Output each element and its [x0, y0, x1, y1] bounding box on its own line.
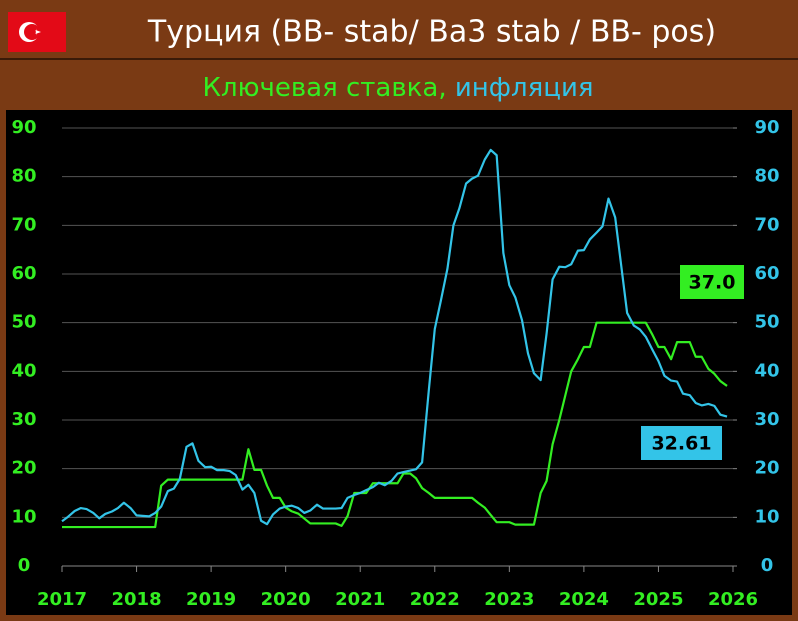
y2-tick-label: 40: [754, 360, 779, 381]
x-tick-label: 2018: [112, 589, 162, 610]
y-tick-label: 50: [11, 312, 36, 333]
flag: [8, 12, 66, 52]
y-tick-label: 0: [18, 555, 31, 576]
annotation-box: [680, 265, 744, 299]
y-tick-label: 10: [11, 506, 36, 527]
x-tick-label: 2021: [335, 589, 385, 610]
y-tick-label: 70: [11, 214, 36, 235]
subtitle-inflation: инфляция: [455, 73, 594, 103]
annotation-label: 37.0: [689, 272, 736, 294]
y2-tick-label: 10: [754, 506, 779, 527]
y2-tick-label: 30: [754, 409, 779, 430]
y-tick-label: 80: [11, 166, 36, 187]
x-tick-label: 2019: [186, 589, 236, 610]
series-line: [61, 148, 728, 526]
y2-tick-label: 70: [754, 214, 779, 235]
subtitle-rate: Ключевая ставка,: [203, 73, 447, 103]
x-tick-label: 2025: [633, 589, 683, 610]
x-tick-label: 2017: [37, 589, 87, 610]
y2-tick-label: 90: [754, 117, 779, 138]
series-line: [62, 321, 728, 529]
plot-background: [6, 110, 792, 615]
y-tick-label: 60: [11, 263, 36, 284]
y2-tick-label: 80: [754, 166, 779, 187]
y-tick-label: 20: [11, 458, 36, 479]
x-tick-label: 2026: [708, 589, 758, 610]
y2-tick-label: 60: [754, 263, 779, 284]
subtitle: Ключевая ставка, инфляция: [203, 73, 594, 103]
annotation-label: 32.61: [651, 433, 711, 455]
annotation-box: [641, 426, 722, 460]
y-tick-label: 30: [11, 409, 36, 430]
x-tick-label: 2023: [484, 589, 534, 610]
y2-tick-label: 50: [754, 312, 779, 333]
divider: [0, 58, 798, 60]
chart-title: Турция (BB- stab/ Ba3 stab / BB- pos): [147, 15, 716, 50]
y-tick-label: 90: [11, 117, 36, 138]
y2-tick-label: 0: [761, 555, 774, 576]
y2-tick-label: 20: [754, 458, 779, 479]
x-tick-label: 2020: [261, 589, 311, 610]
y-tick-label: 40: [11, 360, 36, 381]
x-tick-label: 2022: [410, 589, 460, 610]
x-tick-label: 2024: [559, 589, 609, 610]
